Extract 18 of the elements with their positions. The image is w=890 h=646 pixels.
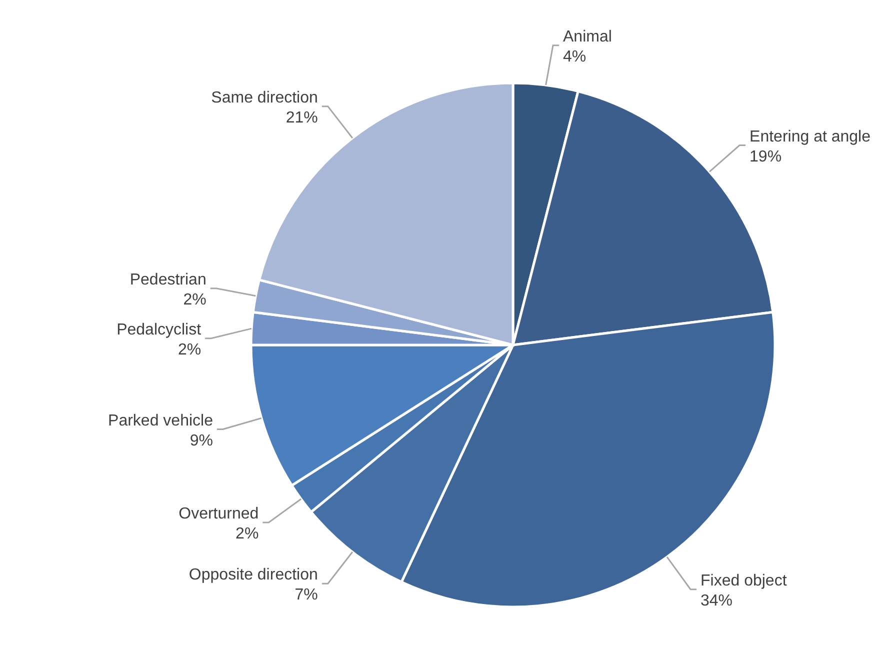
data-label: 9% <box>190 432 213 450</box>
slice-label: Parked vehicle <box>108 412 214 430</box>
slice-label: Entering at angle <box>750 128 871 146</box>
slice-label: Pedestrian <box>130 271 206 288</box>
data-label: 4% <box>563 48 586 66</box>
data-label: 21% <box>286 109 318 126</box>
slice-label: Same direction <box>211 89 318 106</box>
slice-label: Fixed object <box>700 572 788 590</box>
slice-label: Animal <box>563 28 612 46</box>
data-label: 2% <box>183 291 206 308</box>
data-label: 34% <box>700 592 733 610</box>
slice-label: Opposite direction <box>188 566 318 584</box>
slice-label: Overturned <box>178 506 259 523</box>
data-label: 2% <box>178 341 202 358</box>
slice-label: Pedalcyclist <box>116 321 202 338</box>
data-label: 2% <box>236 526 259 543</box>
data-label: 19% <box>750 148 782 166</box>
data-label: 7% <box>294 586 318 604</box>
